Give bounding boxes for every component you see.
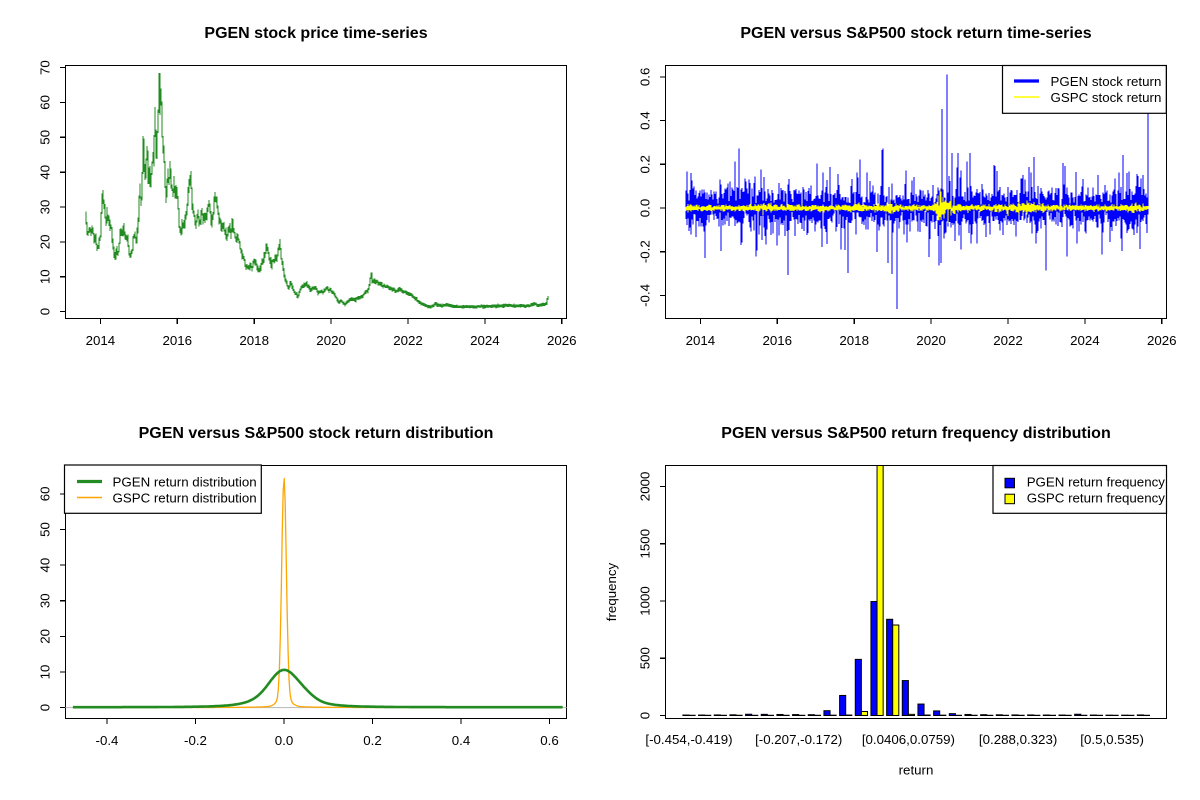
svg-text:PGEN return distribution: PGEN return distribution [113,474,257,489]
svg-text:30: 30 [38,200,53,215]
svg-text:0: 0 [38,704,53,711]
svg-text:2014: 2014 [686,333,716,348]
svg-text:0: 0 [638,712,653,719]
svg-text:PGEN versus S&P500 stock retur: PGEN versus S&P500 stock return time-ser… [740,25,1091,42]
svg-text:50: 50 [38,130,53,145]
svg-text:0.6: 0.6 [540,733,559,748]
svg-text:2014: 2014 [86,333,116,348]
svg-text:0.0: 0.0 [638,199,653,218]
svg-text:2018: 2018 [839,333,869,348]
svg-text:-0.4: -0.4 [638,284,653,307]
svg-text:2024: 2024 [1070,333,1100,348]
svg-text:60: 60 [38,487,53,502]
svg-text:[0.0406,0.0759): [0.0406,0.0759) [862,732,955,747]
svg-text:[-0.207,-0.172): [-0.207,-0.172) [755,732,842,747]
svg-text:10: 10 [38,665,53,680]
svg-text:[0.5,0.535): [0.5,0.535) [1080,732,1144,747]
svg-text:50: 50 [38,522,53,537]
svg-text:-0.4: -0.4 [96,733,119,748]
svg-text:2026: 2026 [547,333,577,348]
svg-text:-0.2: -0.2 [638,240,653,263]
svg-text:1000: 1000 [638,586,653,616]
svg-text:PGEN return frequency: PGEN return frequency [1027,475,1166,490]
svg-text:PGEN versus S&P500 stock retur: PGEN versus S&P500 stock return distribu… [139,425,494,442]
svg-text:0.2: 0.2 [638,155,653,174]
svg-text:1500: 1500 [638,529,653,559]
svg-text:30: 30 [38,593,53,608]
svg-text:0.6: 0.6 [638,68,653,87]
svg-text:2018: 2018 [239,333,269,348]
svg-text:2016: 2016 [163,333,193,348]
svg-text:PGEN stock return: PGEN stock return [1051,74,1162,89]
svg-text:return: return [899,763,934,778]
svg-text:[0.288,0.323): [0.288,0.323) [979,732,1057,747]
svg-text:40: 40 [38,558,53,573]
svg-text:GSPC return frequency: GSPC return frequency [1027,491,1166,506]
svg-text:70: 70 [38,60,53,75]
svg-text:2026: 2026 [1147,333,1177,348]
svg-text:20: 20 [38,235,53,250]
svg-text:40: 40 [38,165,53,180]
svg-text:GSPC return distribution: GSPC return distribution [113,490,257,505]
svg-text:2016: 2016 [763,333,793,348]
svg-text:10: 10 [38,269,53,284]
svg-text:60: 60 [38,95,53,110]
svg-text:-0.2: -0.2 [184,733,207,748]
svg-text:PGEN stock price time-series: PGEN stock price time-series [204,25,427,42]
svg-text:GSPC stock return: GSPC stock return [1051,90,1162,105]
svg-text:2000: 2000 [638,472,653,502]
svg-text:20: 20 [38,629,53,644]
svg-text:0.0: 0.0 [275,733,294,748]
svg-text:0.4: 0.4 [452,733,471,748]
svg-text:frequency: frequency [604,562,619,621]
svg-text:0: 0 [38,308,53,315]
svg-text:0.2: 0.2 [363,733,382,748]
svg-text:2020: 2020 [316,333,346,348]
svg-text:2022: 2022 [993,333,1023,348]
svg-text:[-0.454,-0.419): [-0.454,-0.419) [645,732,732,747]
svg-text:500: 500 [638,647,653,669]
svg-text:2022: 2022 [393,333,423,348]
svg-text:2024: 2024 [470,333,500,348]
svg-text:0.4: 0.4 [638,111,653,130]
svg-text:PGEN versus S&P500 return freq: PGEN versus S&P500 return frequency dist… [721,425,1110,442]
svg-text:2020: 2020 [916,333,946,348]
